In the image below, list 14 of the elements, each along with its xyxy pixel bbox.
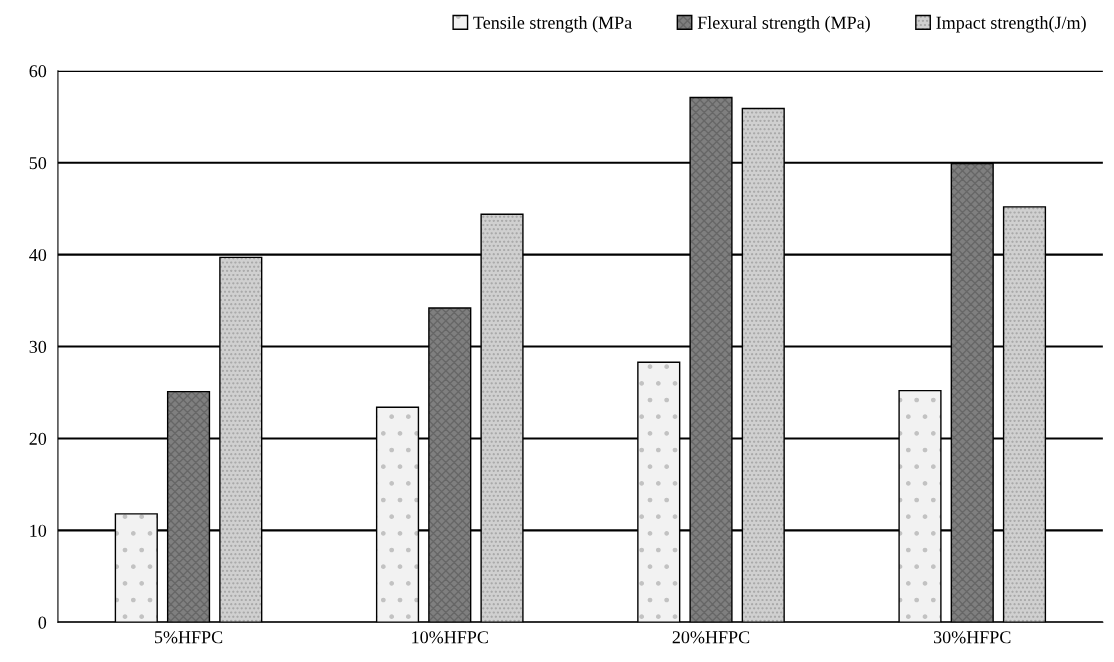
y-tick-label: 20 (29, 432, 47, 445)
x-tick-label: 30%HFPC (933, 631, 1011, 644)
x-tick-label: 5%HFPC (154, 631, 223, 644)
y-tick-label: 10 (30, 524, 47, 537)
y-tick-label: 50 (29, 157, 47, 170)
x-tick-label: 20%HFPC (672, 631, 750, 644)
y-tick-label: 40 (29, 248, 47, 262)
legend-label: Flexural strength (MPa) (697, 16, 870, 33)
y-tick-label: 60 (29, 65, 47, 78)
legend-label: Impact strength(J/m) (936, 16, 1086, 33)
legend-label: Tensile strength (MPa (473, 16, 632, 33)
x-tick-label: 10%HFPC (412, 631, 488, 644)
y-tick-label: 30 (29, 340, 47, 353)
y-tick-label: 0 (38, 616, 47, 629)
